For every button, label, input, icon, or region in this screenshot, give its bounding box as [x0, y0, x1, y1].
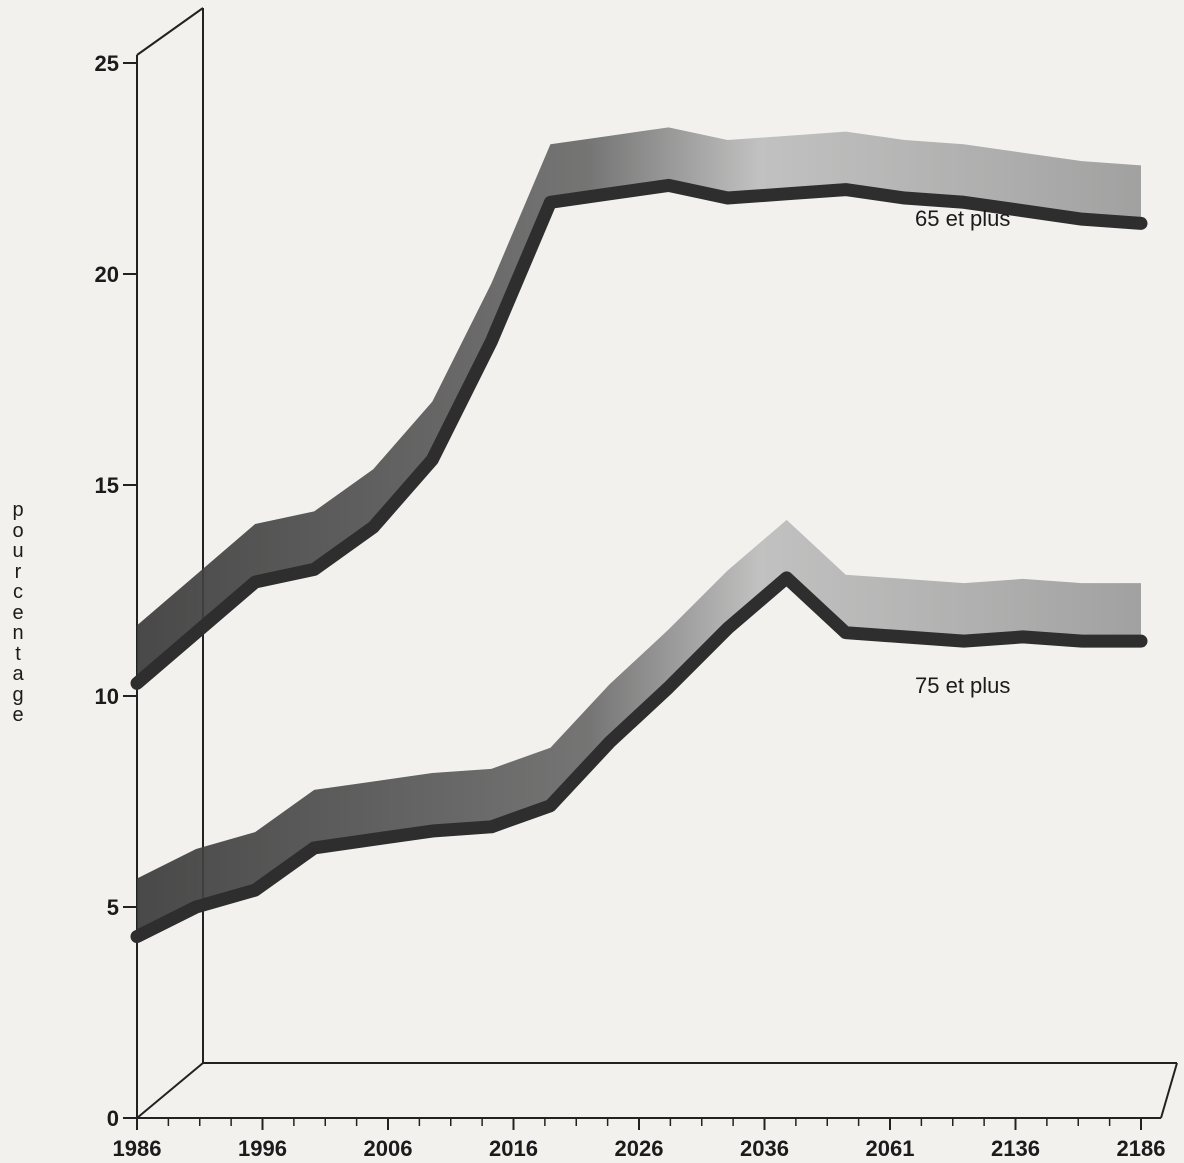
x-tick-label: 2186 — [1117, 1136, 1166, 1161]
x-tick-label: 2061 — [866, 1136, 915, 1161]
series-line — [130, 178, 1148, 690]
series-point — [667, 184, 670, 187]
series-point — [844, 631, 847, 634]
y-tick-label: 25 — [95, 51, 119, 76]
series-point — [490, 340, 493, 343]
series-point — [549, 201, 552, 204]
series-label: 75 et plus — [915, 673, 1010, 698]
series-point — [726, 627, 729, 630]
series-point — [431, 458, 434, 461]
y-tick-label: 20 — [95, 262, 119, 287]
x-tick-label: 2016 — [489, 1136, 538, 1161]
series-point — [1080, 218, 1083, 221]
series-point — [785, 576, 788, 579]
series-point — [313, 568, 316, 571]
series-point — [667, 686, 670, 689]
series-point — [962, 201, 965, 204]
x-tick-label: 2026 — [615, 1136, 664, 1161]
x-tick-label: 2036 — [740, 1136, 789, 1161]
series-point — [136, 935, 138, 938]
series-lines — [130, 178, 1148, 944]
floor-diagonal-right — [1160, 1062, 1178, 1119]
x-tick-label: 1996 — [238, 1136, 287, 1161]
series-point — [254, 581, 257, 584]
y-tick-label: 5 — [107, 895, 119, 920]
series-point — [844, 188, 847, 191]
series-point — [785, 192, 788, 195]
series-point — [549, 804, 552, 807]
x-tick-label: 2006 — [364, 1136, 413, 1161]
series-point — [254, 889, 257, 892]
y-tick-label: 0 — [107, 1106, 119, 1131]
series-line — [130, 571, 1148, 944]
series-point — [903, 197, 906, 200]
y-tick-label: 10 — [95, 684, 119, 709]
series-band — [137, 127, 1141, 684]
series-point — [726, 197, 729, 200]
top-diagonal — [136, 7, 204, 56]
series-point — [1021, 209, 1024, 212]
axes: 0 5 10 15 20 25 1986 1996 2006 2016 2026 2036 2061 21… — [95, 7, 1178, 1161]
series-point — [1080, 640, 1083, 643]
y-tick-label: 15 — [95, 473, 119, 498]
series-point — [1021, 635, 1024, 638]
series-point — [372, 838, 375, 841]
series-point — [1140, 222, 1142, 225]
series-point — [1140, 640, 1142, 643]
x-tick-label: 2136 — [991, 1136, 1040, 1161]
series-label: 65 et plus — [915, 206, 1010, 231]
series-point — [903, 635, 906, 638]
series-point — [490, 825, 493, 828]
series-point — [608, 741, 611, 744]
x-tick-label: 1986 — [113, 1136, 162, 1161]
series-point — [195, 631, 198, 634]
series-point — [962, 640, 965, 643]
series-point — [431, 830, 434, 833]
series-point — [136, 682, 138, 685]
chart-labels: 65 et plus 75 et plus — [915, 206, 1010, 698]
series-point — [608, 192, 611, 195]
series-bands — [137, 127, 1141, 937]
series-point — [372, 526, 375, 529]
series-point — [313, 846, 316, 849]
floor-diagonal-left — [136, 1062, 204, 1119]
series-point — [195, 906, 198, 908]
